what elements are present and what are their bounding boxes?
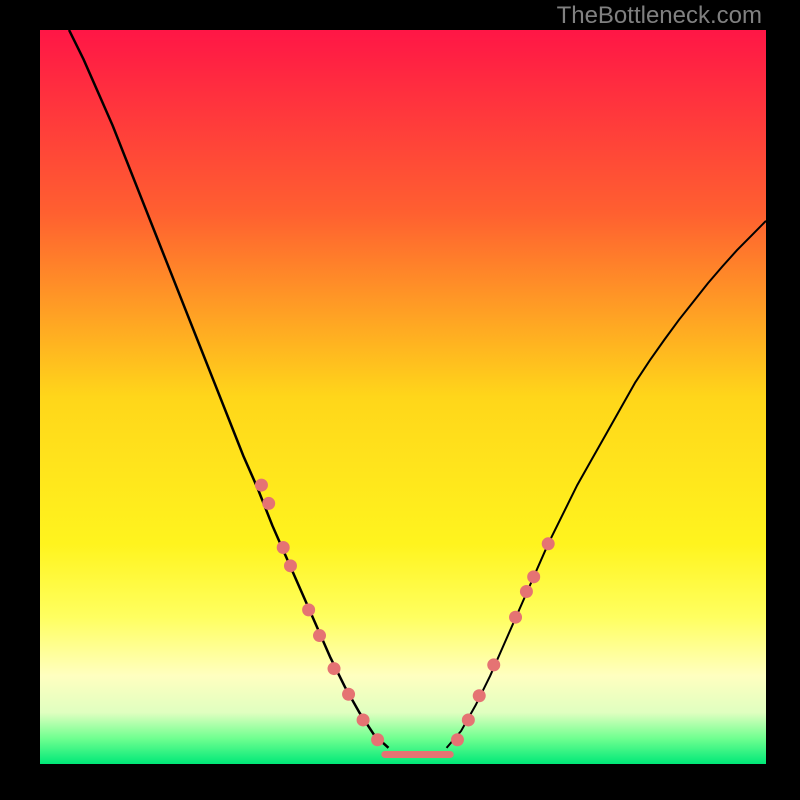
marker-right (487, 658, 500, 671)
marker-right (462, 713, 475, 726)
marker-right (451, 733, 464, 746)
marker-left (342, 688, 355, 701)
marker-right (509, 611, 522, 624)
marker-left (302, 603, 315, 616)
marker-left (277, 541, 290, 554)
marker-left (262, 497, 275, 510)
marker-left (255, 479, 268, 492)
chart-svg (40, 30, 766, 764)
gradient-background (40, 30, 766, 764)
watermark-text: TheBottleneck.com (557, 2, 762, 30)
chart-canvas: TheBottleneck.com (0, 0, 800, 800)
marker-left (328, 662, 341, 675)
marker-left (357, 713, 370, 726)
plot-area (40, 30, 766, 764)
marker-left (284, 559, 297, 572)
marker-left (313, 629, 326, 642)
marker-right (542, 537, 555, 550)
marker-right (527, 570, 540, 583)
marker-right (473, 689, 486, 702)
marker-right (520, 585, 533, 598)
marker-left (371, 733, 384, 746)
